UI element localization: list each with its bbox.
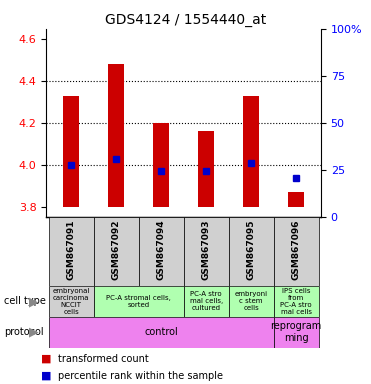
FancyBboxPatch shape	[274, 217, 319, 286]
Bar	[243, 96, 259, 207]
Text: embryoni
c stem
cells: embryoni c stem cells	[234, 291, 268, 311]
Bar	[198, 131, 214, 207]
Text: PC-A stromal cells,
sorted: PC-A stromal cells, sorted	[106, 295, 171, 308]
Text: GSM867095: GSM867095	[247, 219, 256, 280]
Bar	[288, 192, 304, 207]
Text: reprogram
ming: reprogram ming	[270, 321, 322, 343]
FancyBboxPatch shape	[184, 217, 229, 286]
FancyBboxPatch shape	[49, 217, 93, 286]
FancyBboxPatch shape	[274, 286, 319, 317]
Text: GSM867092: GSM867092	[112, 219, 121, 280]
Text: GSM867093: GSM867093	[202, 219, 211, 280]
Text: cell type: cell type	[4, 296, 46, 306]
Text: embryonal
carcinoma
NCCIT
cells: embryonal carcinoma NCCIT cells	[52, 288, 90, 315]
FancyBboxPatch shape	[229, 217, 274, 286]
Bar	[108, 65, 124, 207]
Text: IPS cells
from
PC-A stro
mal cells: IPS cells from PC-A stro mal cells	[280, 288, 312, 315]
FancyBboxPatch shape	[49, 286, 93, 317]
Bar	[153, 123, 169, 207]
Text: transformed count: transformed count	[58, 354, 148, 364]
FancyBboxPatch shape	[93, 217, 139, 286]
FancyBboxPatch shape	[229, 286, 274, 317]
Text: GSM867096: GSM867096	[292, 219, 301, 280]
Bar	[63, 96, 79, 207]
Text: percentile rank within the sample: percentile rank within the sample	[58, 371, 223, 381]
Text: protocol: protocol	[4, 327, 43, 337]
FancyBboxPatch shape	[93, 286, 184, 317]
FancyBboxPatch shape	[49, 317, 274, 348]
Text: ■: ■	[41, 354, 51, 364]
FancyBboxPatch shape	[139, 217, 184, 286]
FancyBboxPatch shape	[184, 286, 229, 317]
Text: ▶: ▶	[29, 295, 39, 308]
Text: ▶: ▶	[29, 326, 39, 339]
Text: ■: ■	[41, 371, 51, 381]
Text: GDS4124 / 1554440_at: GDS4124 / 1554440_at	[105, 13, 266, 27]
Text: control: control	[144, 327, 178, 337]
FancyBboxPatch shape	[274, 317, 319, 348]
Text: GSM867091: GSM867091	[67, 219, 76, 280]
Text: GSM867094: GSM867094	[157, 219, 165, 280]
Text: PC-A stro
mal cells,
cultured: PC-A stro mal cells, cultured	[190, 291, 223, 311]
